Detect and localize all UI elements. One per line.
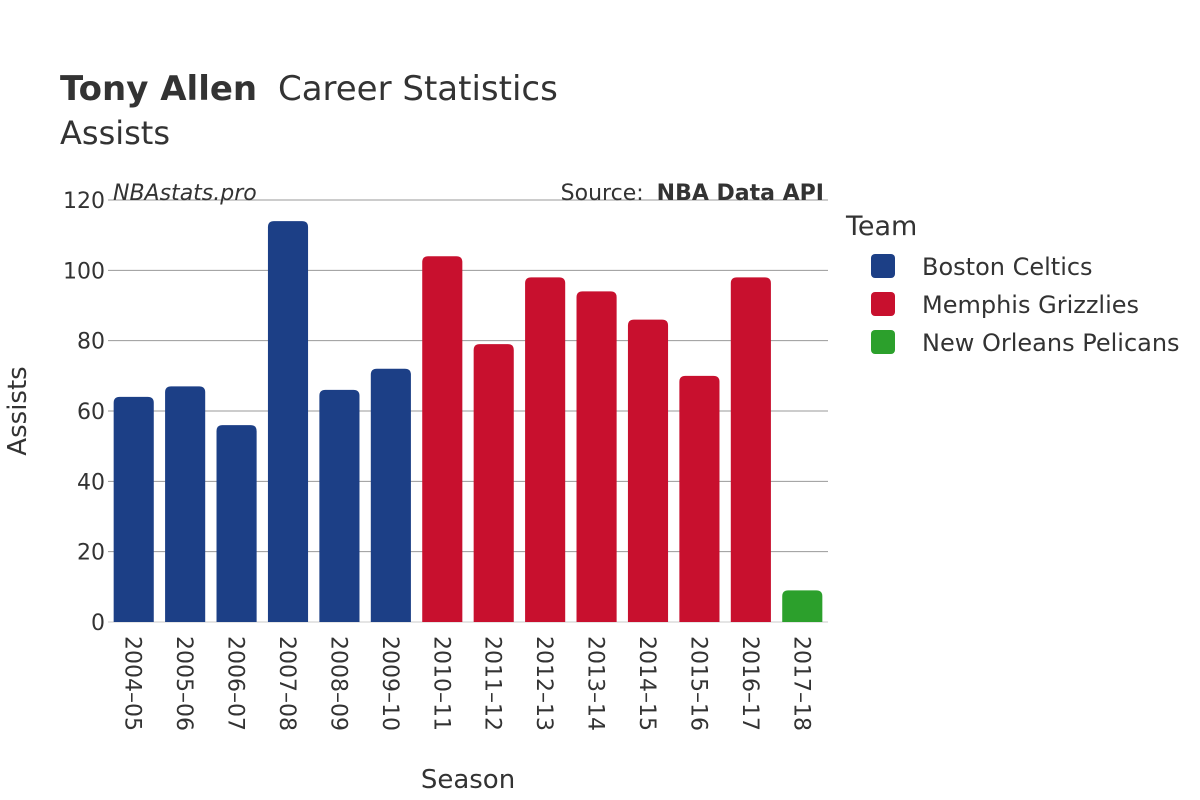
legend-swatch[interactable] — [871, 330, 895, 354]
y-axis-title: Assists — [3, 366, 33, 455]
bar-2008–09[interactable] — [319, 389, 360, 622]
y-tick-label: 60 — [77, 400, 105, 425]
chart-title-rest: Career Statistics — [278, 69, 558, 109]
y-tick-label: 80 — [77, 330, 105, 355]
x-tick-label: 2015–16 — [685, 636, 710, 731]
bar-2012–13[interactable] — [525, 277, 566, 622]
bar-2011–12[interactable] — [473, 344, 514, 622]
chart-title: Tony Allen Career Statistics — [60, 69, 558, 109]
x-tick-label: 2005–06 — [171, 636, 196, 731]
bar-2009–10[interactable] — [370, 368, 411, 622]
legend-swatch[interactable] — [871, 254, 895, 278]
x-axis-title: Season — [421, 765, 515, 795]
bar-2016–17[interactable] — [730, 277, 771, 622]
x-tick-layer: 2004–05 2005–06 2006–07 2007–08 2008–09 2009–… — [120, 636, 814, 731]
bar-2015–16[interactable] — [679, 375, 720, 622]
legend-title: Team — [845, 211, 917, 242]
legend-swatch[interactable] — [871, 292, 895, 316]
y-tick-layer: 0 20 40 60 80 100 120 — [63, 189, 105, 636]
y-tick-label: 120 — [63, 189, 105, 214]
bar-2006–07[interactable] — [216, 425, 257, 622]
x-tick-label: 2012–13 — [531, 636, 556, 731]
source-prefix: Source: — [561, 181, 644, 206]
y-tick-label: 40 — [77, 470, 105, 495]
y-tick-label: 0 — [91, 611, 105, 636]
x-tick-label: 2017–18 — [788, 636, 813, 731]
legend-label[interactable]: New Orleans Pelicans — [922, 329, 1180, 357]
source-name: NBA Data API — [657, 181, 824, 206]
x-tick-label: 2007–08 — [274, 636, 299, 731]
bar-2010–11[interactable] — [422, 256, 463, 622]
x-tick-label: 2006–07 — [223, 636, 248, 731]
bar-2013–14[interactable] — [576, 291, 617, 622]
legend: Boston Celtics Memphis Grizzlies New Orlea… — [871, 253, 1180, 357]
x-tick-label: 2013–14 — [583, 636, 608, 731]
source-label: Source: NBA Data API — [561, 181, 824, 206]
x-tick-label: 2010–11 — [428, 636, 453, 731]
x-tick-label: 2011–12 — [480, 636, 505, 731]
bar-2017–18[interactable] — [782, 590, 823, 622]
bar-2014–15[interactable] — [627, 319, 669, 622]
x-tick-label: 2014–15 — [634, 636, 659, 731]
legend-label[interactable]: Boston Celtics — [922, 253, 1093, 281]
y-tick-label: 20 — [77, 541, 105, 566]
bar-2005–06[interactable] — [165, 386, 206, 622]
grid-layer — [108, 199, 828, 623]
bar-2007–08[interactable] — [267, 221, 309, 622]
x-tick-label: 2008–09 — [325, 636, 350, 731]
legend-label[interactable]: Memphis Grizzlies — [922, 291, 1139, 319]
y-tick-label: 100 — [63, 259, 105, 284]
bar-layer — [113, 221, 823, 622]
x-tick-label: 2004–05 — [120, 636, 145, 731]
chart-title-bold: Tony Allen — [60, 69, 257, 109]
watermark: NBAstats.pro — [113, 181, 257, 206]
x-tick-label: 2016–17 — [737, 636, 762, 731]
x-tick-label: 2009–10 — [377, 636, 402, 731]
chart-subtitle: Assists — [60, 114, 170, 152]
bar-2004–05[interactable] — [113, 396, 154, 622]
